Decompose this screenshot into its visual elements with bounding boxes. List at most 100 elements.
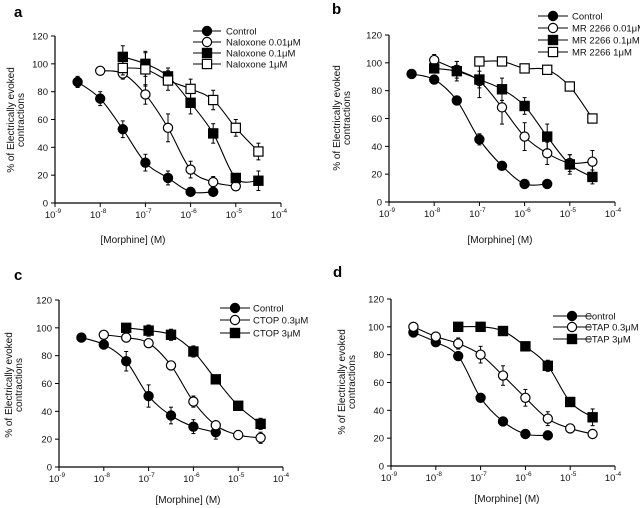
data-point <box>232 429 244 441</box>
data-point <box>497 370 509 381</box>
x-tick-exponent: -5 <box>239 472 245 479</box>
legend-marker <box>229 314 241 326</box>
y-tick-label: 20 <box>41 435 52 446</box>
data-point <box>98 339 110 350</box>
data-point <box>162 172 174 184</box>
y-tick-label: 40 <box>37 143 48 154</box>
data-point <box>230 122 241 134</box>
data-point <box>475 392 486 404</box>
legend-marker <box>547 34 559 46</box>
data-point <box>207 176 219 188</box>
y-tick-label: 20 <box>37 171 48 182</box>
legend-label: Control <box>585 312 616 323</box>
x-tick-label: 10-8 <box>94 472 111 485</box>
series-ctap-3-m <box>453 321 598 427</box>
legend-marker <box>566 321 578 333</box>
data-point <box>140 89 151 100</box>
y-tick-label: 120 <box>366 31 382 42</box>
data-point <box>120 332 132 343</box>
data-point <box>230 172 241 184</box>
y-tick-label: 60 <box>373 378 384 389</box>
x-tick-label: 10-6 <box>183 472 200 485</box>
series-ctop-3-m <box>120 322 266 430</box>
legend-label: CTAP 0.3μM <box>585 323 639 334</box>
data-point <box>117 124 129 135</box>
data-point <box>185 83 196 95</box>
data-point <box>564 159 576 170</box>
x-tick-label: 10-5 <box>560 207 577 220</box>
legend-item: Control <box>553 310 616 323</box>
x-tick-exponent: -9 <box>55 208 61 215</box>
data-point <box>233 400 244 411</box>
data-point <box>474 134 485 145</box>
data-point <box>208 94 219 106</box>
legend-marker <box>201 58 213 70</box>
legend-item: MR 2266 1μM <box>538 46 632 59</box>
legend-marker <box>547 10 559 22</box>
x-tick-label: 10-6 <box>514 207 531 220</box>
data-point <box>165 360 177 371</box>
data-point <box>541 131 553 142</box>
x-tick-base: 10 <box>424 209 435 220</box>
panel-letter: c <box>14 267 22 284</box>
x-axis-label: [Morphine] (M) <box>474 494 539 505</box>
legend-item: CTAP 3μM <box>553 333 631 346</box>
data-point <box>587 171 598 183</box>
legend-marker <box>201 47 213 59</box>
legend-item: CTOP 0.3μM <box>220 314 308 327</box>
data-point <box>210 420 221 431</box>
x-tick-label: 10-5 <box>228 472 245 485</box>
x-tick-exponent: -6 <box>191 208 197 215</box>
series-control <box>408 327 554 441</box>
y-tick-label: 60 <box>371 114 382 125</box>
y-axis-label: % of Electrically evoked contractions <box>4 332 25 438</box>
x-tick-exponent: -5 <box>570 207 576 214</box>
x-tick-base: 10 <box>605 209 616 220</box>
series-ctop-0-3-m <box>98 329 266 444</box>
data-point <box>520 392 531 404</box>
data-point <box>453 321 464 333</box>
y-axis-label: % of Electrically evoked contractions <box>6 67 27 173</box>
x-tick-exponent: -4 <box>615 471 621 478</box>
x-tick-base: 10 <box>183 474 194 485</box>
x-tick-label: 10-9 <box>381 471 398 484</box>
x-tick-exponent: -4 <box>615 207 621 214</box>
data-point <box>117 62 128 74</box>
legend-marker <box>547 46 559 58</box>
x-tick-exponent: -6 <box>194 472 200 479</box>
data-point <box>541 64 553 75</box>
x-tick-base: 10 <box>560 209 571 220</box>
series-mr-2266-1-m <box>474 56 598 124</box>
data-point <box>542 148 553 159</box>
x-tick-exponent: -7 <box>480 207 486 214</box>
data-point <box>185 186 196 198</box>
data-point <box>587 113 598 124</box>
y-tick-label: 80 <box>37 87 48 98</box>
data-point <box>587 428 598 440</box>
data-point <box>253 146 264 157</box>
x-tick-base: 10 <box>271 210 282 221</box>
data-point <box>475 321 486 333</box>
x-tick-base: 10 <box>49 474 60 485</box>
legend-marker <box>547 22 559 34</box>
x-axis-label: [Morphine] (M) <box>467 235 532 246</box>
y-axis-label-line: contractions <box>16 93 27 147</box>
series-line <box>479 60 593 119</box>
data-point <box>497 325 509 337</box>
data-point <box>496 56 508 67</box>
x-tick-base: 10 <box>228 474 239 485</box>
y-tick-label: 80 <box>371 86 382 97</box>
y-axis-label-line: % of Electrically evoked <box>6 67 17 173</box>
x-tick-exponent: -4 <box>283 472 289 479</box>
data-point <box>430 331 441 342</box>
x-tick-label: 10-6 <box>180 208 197 221</box>
data-point <box>255 418 266 430</box>
y-axis-label: % of Electrically evoked contractions <box>332 65 353 171</box>
x-axis-label: [Morphine] (M) <box>100 235 165 246</box>
data-point <box>519 131 530 142</box>
data-point <box>185 97 196 108</box>
x-tick-base: 10 <box>273 474 284 485</box>
y-tick-label: 60 <box>41 379 52 390</box>
data-point <box>429 74 440 85</box>
